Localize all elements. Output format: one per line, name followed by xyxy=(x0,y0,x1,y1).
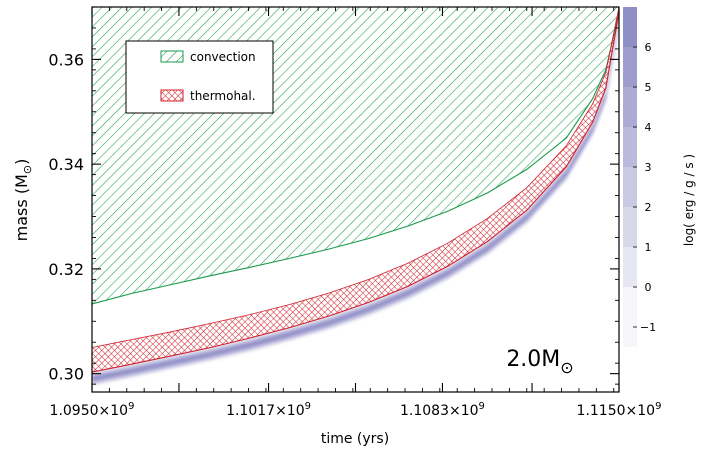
x-tick-label: 1.0950×109 xyxy=(50,401,135,419)
legend-swatch-convection xyxy=(160,50,184,63)
region-thermohaline-lower-edge xyxy=(92,12,619,373)
colorbar-segment xyxy=(623,247,637,287)
colorbar-label: log( erg / g / s ) xyxy=(682,154,696,246)
colorbar-tick-label: 4 xyxy=(645,121,652,134)
colorbar-tick-label: 0 xyxy=(645,281,652,294)
colorbar-segment xyxy=(623,167,637,207)
x-axis: 1.0950×109 1.1017×109 1.1083×109 1.1150×109 xyxy=(50,7,662,419)
mass-annotation-subscript: ⊙ xyxy=(560,358,573,377)
colorbar-segment xyxy=(623,47,637,87)
y-tick-label: 0.34 xyxy=(48,155,84,174)
legend-box xyxy=(125,40,274,114)
region-thermohaline-upper-edge xyxy=(92,7,619,348)
y-tick-label: 0.36 xyxy=(48,50,84,69)
colorbar-tick-label: 3 xyxy=(645,161,652,174)
region-thermohaline xyxy=(92,7,619,373)
legend-swatch-thermohaline xyxy=(160,89,184,102)
y-tick-label: 0.32 xyxy=(48,260,84,279)
mass-annotation: 2.0M⊙ xyxy=(506,347,573,377)
x-tick-label: 1.1017×109 xyxy=(226,401,311,419)
colorbar-segment xyxy=(623,87,637,127)
x-axis-label: time (yrs) xyxy=(321,431,389,447)
colorbar-tick-label: −1 xyxy=(640,321,656,334)
region-convection-lower-edge xyxy=(92,12,619,305)
legend-label-convection: convection xyxy=(190,50,256,64)
colorbar-tick-label: 5 xyxy=(645,81,652,94)
x-tick-label: 1.1083×109 xyxy=(400,401,485,419)
colorbar-tick-label: 6 xyxy=(645,41,652,54)
legend: convection thermohal. xyxy=(125,40,274,114)
colorbar-tick-label: 1 xyxy=(645,241,652,254)
y-axis-label-subscript: ⊙ xyxy=(21,165,34,174)
y-tick-label: 0.30 xyxy=(48,365,84,384)
y-axis: 0.30 0.32 0.34 0.36 xyxy=(48,27,619,385)
colorbar-segment xyxy=(623,287,637,347)
legend-label-thermohaline: thermohal. xyxy=(190,89,256,103)
colorbar-segment xyxy=(623,7,637,47)
colorbar-segment xyxy=(623,207,637,247)
colorbar-tick-label: 2 xyxy=(645,201,652,214)
x-tick-label: 1.1150×109 xyxy=(577,401,662,419)
colorbar-segment xyxy=(623,127,637,167)
y-axis-label: mass (M⊙) xyxy=(12,159,34,242)
colorbar: −1 0 1 2 3 4 5 6 xyxy=(623,7,656,347)
energy-band-outer xyxy=(92,11,619,385)
